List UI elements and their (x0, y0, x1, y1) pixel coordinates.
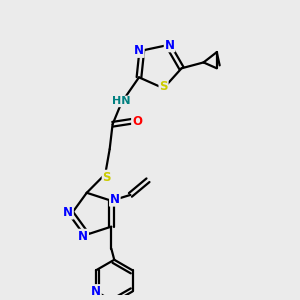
Text: N: N (134, 44, 144, 57)
Text: S: S (159, 80, 168, 93)
Text: S: S (103, 170, 111, 184)
Text: O: O (132, 115, 142, 128)
Text: N: N (110, 193, 120, 206)
Text: N: N (63, 206, 73, 219)
Text: N: N (91, 285, 101, 298)
Text: HN: HN (112, 96, 130, 106)
Text: N: N (78, 230, 88, 243)
Text: N: N (165, 38, 175, 52)
